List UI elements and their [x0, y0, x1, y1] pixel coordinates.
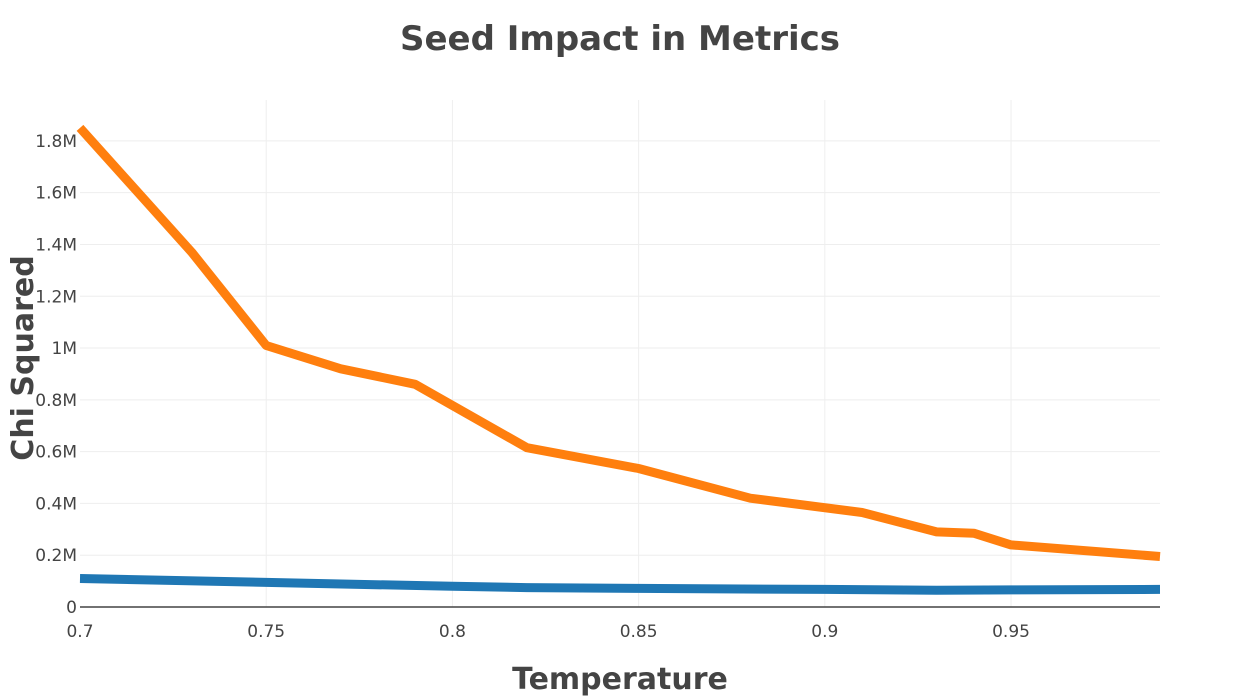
- y-axis-title: Chi Squared: [6, 255, 41, 460]
- x-tick-label: 0.95: [992, 622, 1030, 642]
- x-axis-ticks: 0.7 0.75 0.8 0.85 0.9 0.95: [66, 622, 1029, 642]
- y-tick-label: 0.4M: [35, 494, 77, 514]
- series-lines: [76, 124, 1161, 595]
- x-tick-label: 0.85: [620, 622, 658, 642]
- y-axis-ticks: 0 0.2M 0.4M 0.6M 0.8M 1M 1.2M 1.4M 1.6M 1.8M: [35, 132, 77, 618]
- y-tick-label: 1M: [52, 339, 77, 359]
- orange-series-line: [76, 124, 1161, 561]
- gridlines: [80, 100, 1160, 607]
- x-tick-label: 0.7: [66, 622, 93, 642]
- y-tick-label: 0.8M: [35, 391, 77, 411]
- y-tick-label: 0.2M: [35, 546, 77, 566]
- blue-series-line: [79, 574, 1161, 595]
- y-tick-label: 1.4M: [35, 235, 77, 255]
- x-tick-label: 0.75: [247, 622, 285, 642]
- y-tick-label: 1.2M: [35, 287, 77, 307]
- y-tick-label: 1.8M: [35, 132, 77, 152]
- chart-title: Seed Impact in Metrics: [400, 19, 840, 59]
- x-tick-label: 0.8: [439, 622, 466, 642]
- y-tick-label: 0.6M: [35, 443, 77, 463]
- x-axis-title: Temperature: [512, 662, 728, 696]
- y-tick-label: 0: [66, 598, 77, 618]
- y-tick-label: 1.6M: [35, 184, 77, 204]
- x-tick-label: 0.9: [811, 622, 838, 642]
